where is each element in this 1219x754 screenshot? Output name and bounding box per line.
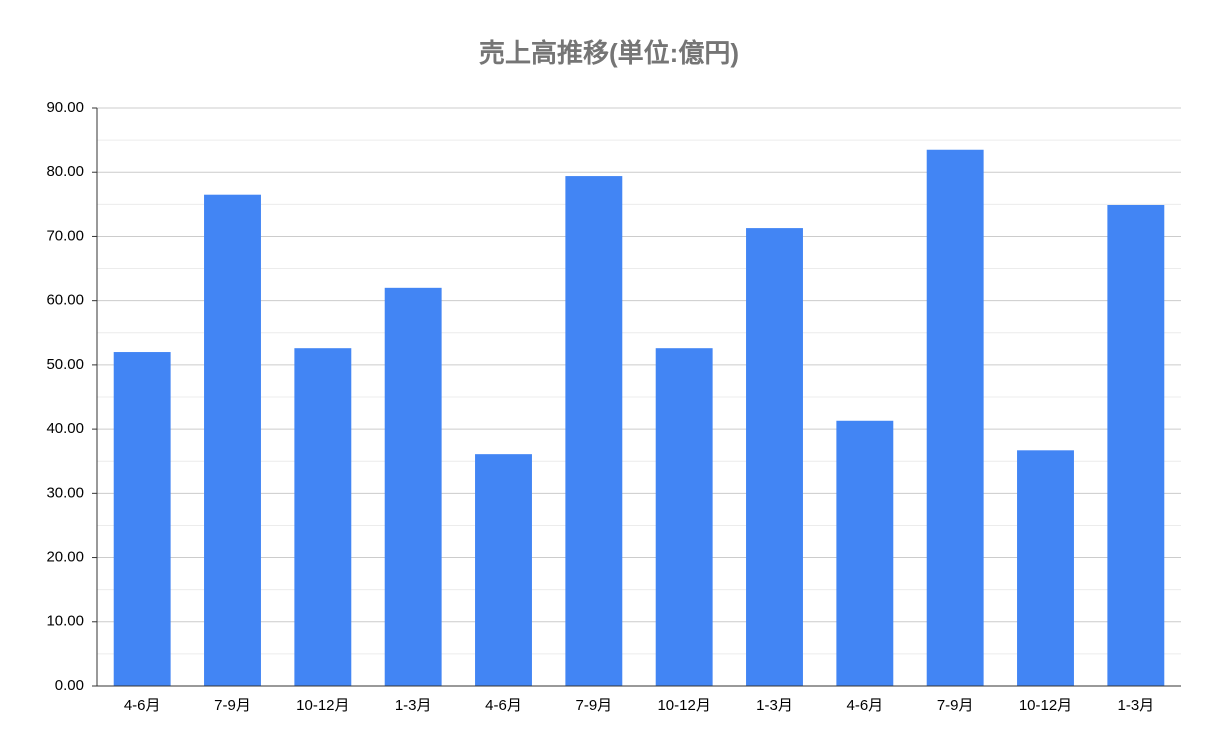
bar — [1107, 204, 1165, 686]
y-tick-label: 70.00 — [46, 227, 84, 244]
y-tick-label: 10.00 — [46, 613, 84, 630]
bar — [746, 228, 803, 686]
bar — [926, 149, 984, 686]
bar — [655, 348, 713, 686]
chart-title: 売上高推移(単位:億円) — [479, 38, 739, 68]
bar — [475, 454, 532, 686]
bar — [113, 352, 171, 686]
x-tick-label: 7-9月 — [575, 697, 612, 714]
y-tick-label: 80.00 — [46, 163, 84, 180]
y-tick-label: 40.00 — [46, 420, 84, 437]
bar — [294, 348, 352, 686]
x-tick-label: 1-3月 — [756, 697, 793, 714]
x-tick-label: 4-6月 — [124, 697, 161, 714]
x-tick-label: 1-3月 — [1117, 697, 1154, 714]
bar — [204, 194, 261, 686]
bar — [1017, 450, 1074, 686]
x-tick-label: 10-12月 — [657, 697, 710, 714]
y-tick-label: 0.00 — [55, 677, 84, 694]
y-tick-label: 50.00 — [46, 356, 84, 373]
x-tick-label: 4-6月 — [846, 697, 883, 714]
x-tick-label: 4-6月 — [485, 697, 522, 714]
y-tick-label: 30.00 — [46, 484, 84, 501]
x-tick-label: 1-3月 — [395, 697, 432, 714]
bar — [384, 287, 442, 686]
y-tick-label: 60.00 — [46, 292, 84, 309]
x-tick-label: 10-12月 — [1019, 697, 1072, 714]
y-tick-label: 20.00 — [46, 549, 84, 566]
x-tick-label: 7-9月 — [214, 697, 251, 714]
x-tick-label: 7-9月 — [937, 697, 974, 714]
bar — [565, 176, 623, 686]
x-tick-label: 10-12月 — [296, 697, 349, 714]
bar — [836, 420, 894, 686]
y-tick-label: 90.00 — [46, 99, 84, 116]
